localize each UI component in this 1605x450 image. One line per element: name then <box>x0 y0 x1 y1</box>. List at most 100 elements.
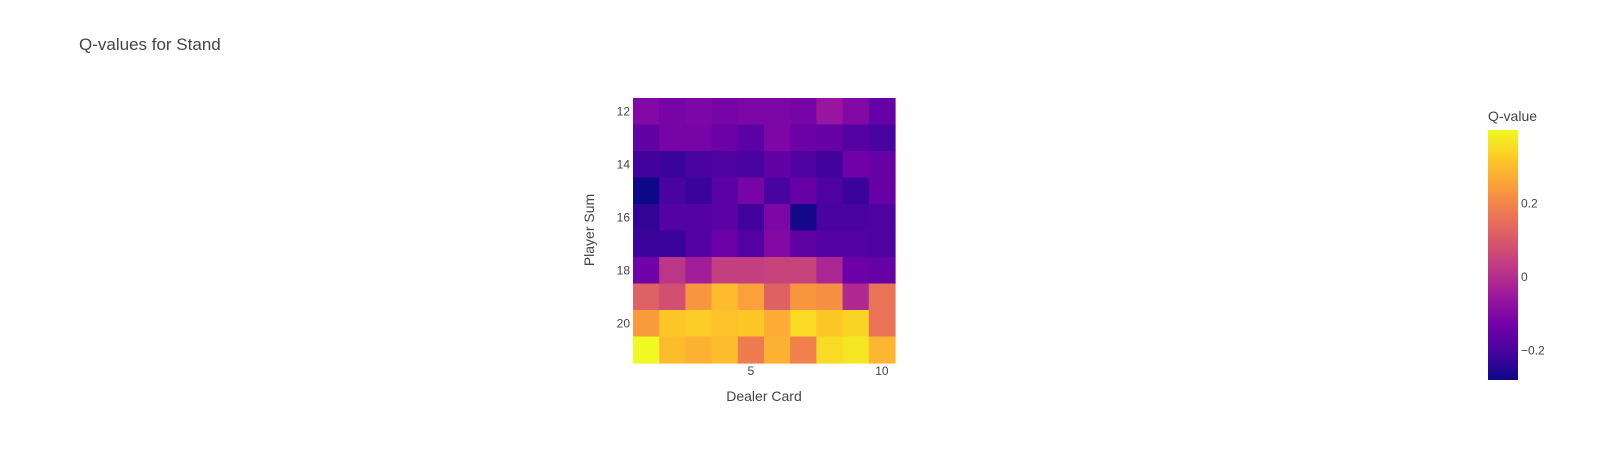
heatmap-cell <box>790 177 817 205</box>
heatmap-cell <box>659 151 686 179</box>
heatmap-cell <box>764 283 791 311</box>
heatmap-cell <box>842 124 870 152</box>
heatmap-cell <box>685 257 713 285</box>
heatmap-cell <box>633 124 660 152</box>
heatmap-cell <box>659 310 686 338</box>
heatmap-cell <box>764 151 791 179</box>
heatmap-cell <box>816 177 844 205</box>
heatmap-cell <box>842 98 870 126</box>
heatmap-cell <box>659 98 686 126</box>
heatmap-cell <box>737 336 765 364</box>
heatmap-cell <box>685 310 713 338</box>
heatmap-cell <box>868 204 896 232</box>
heatmap-cell <box>685 230 713 258</box>
colorbar-tick-label: 0 <box>1521 270 1528 284</box>
heatmap-cell <box>633 151 660 179</box>
heatmap-cell <box>816 204 844 232</box>
heatmap-cell <box>685 124 713 152</box>
heatmap-cell <box>737 98 765 126</box>
heatmap-cell <box>711 283 739 311</box>
heatmap-cell <box>711 230 739 258</box>
heatmap-cell <box>685 177 713 205</box>
colorbar-ticks: −0.2 0 0.2 <box>1521 197 1545 358</box>
y-axis-label: Player Sum <box>581 194 597 266</box>
heatmap-cell <box>737 177 765 205</box>
heatmap-cell <box>633 98 660 126</box>
heatmap-cell <box>685 204 713 232</box>
heatmap-cells <box>633 98 896 364</box>
chart-title: Q-values for Stand <box>79 35 221 54</box>
heatmap-cell <box>816 151 844 179</box>
heatmap-cell <box>685 283 713 311</box>
heatmap-cell <box>842 204 870 232</box>
heatmap-cell <box>737 257 765 285</box>
colorbar-tick-label: −0.2 <box>1521 344 1545 358</box>
heatmap-cell <box>842 230 870 258</box>
heatmap-cell <box>764 310 791 338</box>
heatmap-cell <box>790 336 817 364</box>
heatmap-cell <box>868 151 896 179</box>
heatmap-cell <box>711 98 739 126</box>
heatmap-cell <box>659 204 686 232</box>
heatmap-cell <box>737 204 765 232</box>
colorbar-tick-label: 0.2 <box>1521 197 1538 211</box>
heatmap-cell <box>633 230 660 258</box>
heatmap-cell <box>659 283 686 311</box>
heatmap-cell <box>633 336 660 364</box>
heatmap-cell <box>816 230 844 258</box>
heatmap-cell <box>659 177 686 205</box>
x-tick-label: 10 <box>875 364 889 378</box>
y-tick-label: 16 <box>617 210 631 224</box>
heatmap-cell <box>685 151 713 179</box>
x-axis-ticks: 5 10 <box>748 364 889 378</box>
heatmap-cell <box>633 310 660 338</box>
heatmap-cell <box>711 124 739 152</box>
x-axis-label: Dealer Card <box>726 388 801 404</box>
heatmap-cell <box>868 98 896 126</box>
heatmap-cell <box>659 230 686 258</box>
heatmap-cell <box>790 230 817 258</box>
y-tick-label: 14 <box>617 157 631 171</box>
heatmap-cell <box>816 98 844 126</box>
heatmap-cell <box>711 177 739 205</box>
heatmap-cell <box>711 204 739 232</box>
heatmap-cell <box>790 283 817 311</box>
heatmap-cell <box>737 283 765 311</box>
heatmap-cell <box>816 257 844 285</box>
heatmap-cell <box>764 204 791 232</box>
heatmap-cell <box>868 310 896 338</box>
heatmap-cell <box>868 124 896 152</box>
x-tick-label: 5 <box>748 364 755 378</box>
heatmap-cell <box>633 204 660 232</box>
heatmap-cell <box>659 124 686 152</box>
heatmap-cell <box>633 283 660 311</box>
heatmap-cell <box>764 98 791 126</box>
heatmap-cell <box>842 177 870 205</box>
heatmap-cell <box>790 204 817 232</box>
heatmap-cell <box>633 257 660 285</box>
heatmap-cell <box>790 257 817 285</box>
heatmap-cell <box>764 230 791 258</box>
heatmap-cell <box>711 151 739 179</box>
colorbar-title: Q-value <box>1488 108 1537 124</box>
heatmap-cell <box>737 230 765 258</box>
heatmap-cell <box>868 257 896 285</box>
heatmap-cell <box>868 230 896 258</box>
heatmap-cell <box>842 257 870 285</box>
heatmap-cell <box>711 257 739 285</box>
heatmap-cell <box>737 124 765 152</box>
heatmap-cell <box>868 283 896 311</box>
colorbar <box>1488 130 1518 380</box>
heatmap-cell <box>816 310 844 338</box>
heatmap-cell <box>816 124 844 152</box>
heatmap-cell <box>764 336 791 364</box>
heatmap-cell <box>711 336 739 364</box>
heatmap-cell <box>659 336 686 364</box>
heatmap-cell <box>868 336 896 364</box>
heatmap-cell <box>685 336 713 364</box>
heatmap-cell <box>764 257 791 285</box>
heatmap-cell <box>633 177 660 205</box>
heatmap-cell <box>737 310 765 338</box>
heatmap-cell <box>685 98 713 126</box>
